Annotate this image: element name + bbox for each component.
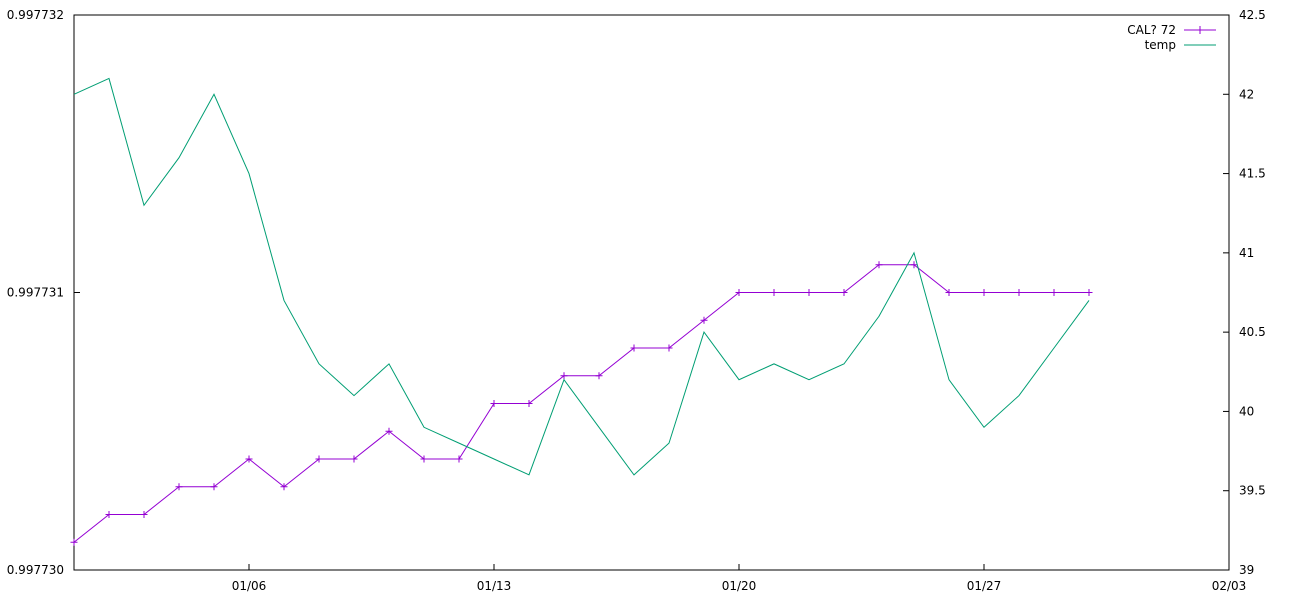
- series-line-0: [73, 264, 1089, 543]
- left-axis-ticks: 0.997730 0.997731 0.997732: [7, 8, 80, 577]
- right-tick-label: 42.5: [1239, 8, 1266, 22]
- series-0-point: [910, 261, 918, 269]
- series-group: [70, 77, 1093, 546]
- series-0-point: [1085, 289, 1093, 296]
- series-line-1: [73, 77, 1090, 476]
- series-0-point: [735, 289, 743, 296]
- series-0-point: [70, 538, 78, 546]
- series-0-point: [280, 483, 288, 491]
- series-0-point: [980, 289, 988, 296]
- series-0-point: [455, 455, 463, 463]
- series-0-point: [630, 344, 638, 352]
- series-0-point: [560, 372, 568, 380]
- series-0-point: [385, 427, 393, 435]
- series-0-point: [770, 289, 778, 296]
- right-tick-label: 39: [1239, 563, 1254, 577]
- series-0-point: [700, 316, 708, 324]
- x-tick-label: 01/27: [967, 579, 1002, 593]
- series-0-point: [105, 511, 113, 518]
- legend: CAL? 72 temp: [1127, 23, 1216, 52]
- series-0-point: [315, 455, 323, 463]
- x-tick-label: 02/03: [1212, 579, 1247, 593]
- series-0-point: [1015, 289, 1023, 296]
- series-0-point: [140, 511, 148, 518]
- series-0-point: [420, 455, 428, 463]
- right-tick-label: 39.5: [1239, 484, 1266, 498]
- series-0-point: [665, 344, 673, 352]
- x-tick-label: 01/13: [477, 579, 512, 593]
- left-tick-label: 0.997730: [7, 563, 64, 577]
- series-0-point: [210, 483, 218, 491]
- series-0-point: [350, 455, 358, 463]
- x-tick-label: 01/06: [232, 579, 267, 593]
- x-axis-ticks: 01/06 01/13 01/20 01/27 02/03: [232, 564, 1247, 593]
- right-axis-ticks: 39 39.5 40 40.5 41 41.5 42 42.5: [1223, 8, 1266, 577]
- series-0-point: [175, 483, 183, 491]
- series-0-point: [875, 261, 883, 269]
- left-tick-label: 0.997732: [7, 8, 64, 22]
- series-0-point: [595, 372, 603, 380]
- series-0-point: [245, 455, 253, 463]
- legend-marker-cal: [1196, 26, 1204, 34]
- legend-label-cal: CAL? 72: [1127, 23, 1176, 37]
- series-0-point: [805, 289, 813, 296]
- series-0-point: [840, 289, 848, 296]
- right-tick-label: 40.5: [1239, 325, 1266, 339]
- series-0-point: [490, 400, 498, 407]
- series-0-point: [945, 289, 953, 296]
- right-tick-label: 42: [1239, 87, 1254, 101]
- legend-label-temp: temp: [1145, 38, 1176, 52]
- right-tick-label: 41: [1239, 246, 1254, 260]
- right-tick-label: 41.5: [1239, 167, 1266, 181]
- left-tick-label: 0.997731: [7, 286, 64, 300]
- x-tick-label: 01/20: [722, 579, 757, 593]
- series-0-point: [525, 400, 533, 407]
- series-0-point: [1050, 289, 1058, 296]
- right-tick-label: 40: [1239, 404, 1254, 418]
